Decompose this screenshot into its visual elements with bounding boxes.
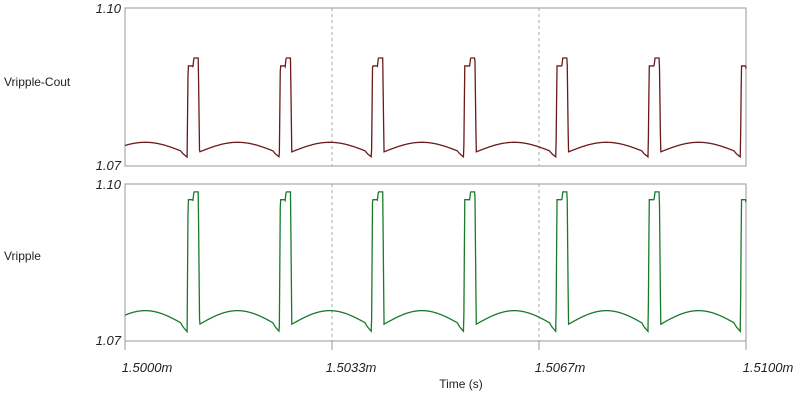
plot-area-2 xyxy=(124,183,747,342)
x-tick-label-0: 1.5000m xyxy=(122,360,173,375)
x-tick-label-2: 1.5067m xyxy=(535,360,586,375)
y-tick-bottom-1: 1.07 xyxy=(96,158,122,173)
panel-vripple: 1.10 1.07 Vripple xyxy=(4,177,747,348)
x-tick-label-1: 1.5033m xyxy=(326,360,377,375)
panel-vripple-cout: 1.10 1.07 Vripple-Cout xyxy=(4,1,747,173)
x-tick-label-3: 1.5100m xyxy=(743,360,794,375)
series-line-vripple xyxy=(124,191,747,334)
plot-area-1 xyxy=(124,7,747,167)
y-tick-bottom-2: 1.07 xyxy=(96,333,122,348)
y-tick-top-2: 1.10 xyxy=(96,177,122,192)
x-axis-label: Time (s) xyxy=(439,377,483,391)
series-label-vripple-cout: Vripple-Cout xyxy=(4,75,71,89)
y-tick-top-1: 1.10 xyxy=(96,1,122,16)
x-axis: 1.5000m 1.5033m 1.5067m 1.5100m Time (s) xyxy=(122,341,794,391)
series-line-vripple-cout xyxy=(124,57,747,159)
series-label-vripple: Vripple xyxy=(4,249,41,263)
